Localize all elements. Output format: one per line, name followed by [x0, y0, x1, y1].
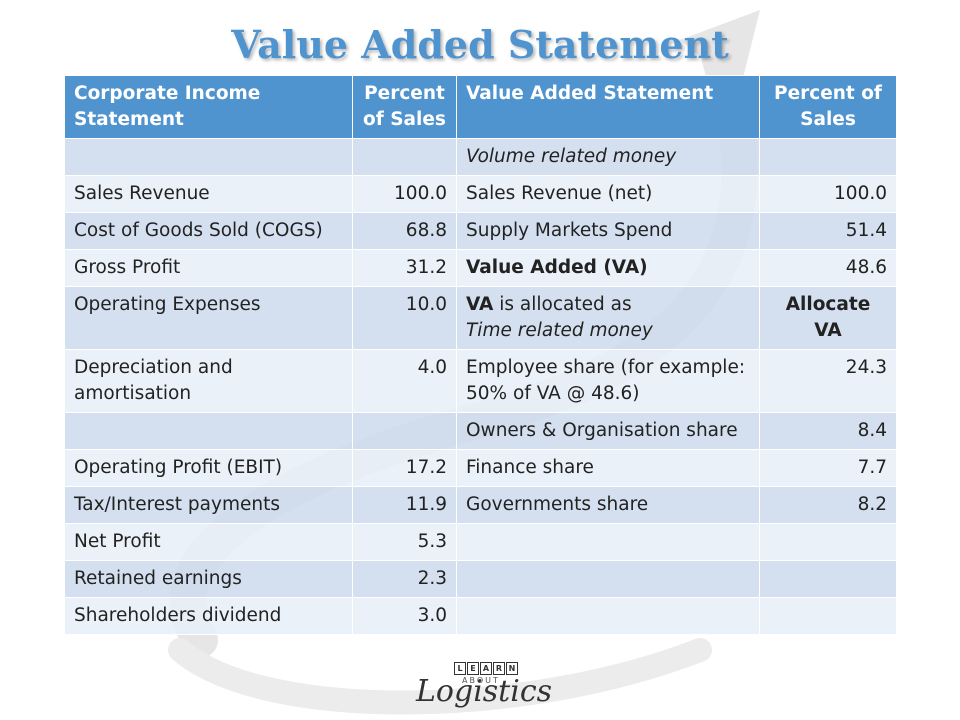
header-value-added: Value Added Statement: [456, 75, 760, 139]
cell-va-percent: 7.7: [759, 449, 897, 487]
cell-income-item: Tax/Interest payments: [64, 486, 353, 524]
cell-va-percent: [759, 597, 897, 635]
cell-income-item: Gross Profit: [64, 249, 353, 287]
logo-letter: L: [454, 662, 466, 675]
cell-va-item: Volume related money: [456, 138, 760, 176]
cell-income-percent: 3.0: [352, 597, 457, 635]
table-row: Operating Expenses 10.0 VA is allocated …: [64, 286, 897, 350]
cell-income-percent: [352, 138, 457, 176]
cell-va-item: [456, 523, 760, 561]
cell-va-item: [456, 597, 760, 635]
cell-income-percent: 10.0: [352, 286, 457, 350]
cell-va-percent: 24.3: [759, 349, 897, 413]
logo-letter: A: [480, 662, 492, 675]
time-related-money-text: Time related money: [466, 320, 653, 341]
table-row: Net Profit 5.3: [64, 523, 897, 561]
cell-income-percent: 100.0: [352, 175, 457, 213]
cell-va-item: Value Added (VA): [456, 249, 760, 287]
cell-va-item: Employee share (for example: 50% of VA @…: [456, 349, 760, 413]
cell-income-percent: 31.2: [352, 249, 457, 287]
cell-va-item: Owners & Organisation share: [456, 412, 760, 450]
header-corporate-income: Corporate Income Statement: [64, 75, 353, 139]
cell-va-percent: 8.2: [759, 486, 897, 524]
cell-va-item: Finance share: [456, 449, 760, 487]
cell-va-item: [456, 560, 760, 598]
logo-letter: N: [506, 662, 518, 675]
logo-letter: R: [493, 662, 505, 675]
logo-letter: E: [467, 662, 479, 675]
table-row: Cost of Goods Sold (COGS) 68.8 Supply Ma…: [64, 212, 897, 250]
cell-va-percent: 8.4: [759, 412, 897, 450]
cell-income-item: Net Profit: [64, 523, 353, 561]
cell-va-percent: [759, 138, 897, 176]
cell-income-item: Shareholders dividend: [64, 597, 353, 635]
cell-va-percent: 48.6: [759, 249, 897, 287]
cell-income-item: Operating Profit (EBIT): [64, 449, 353, 487]
va-bold-label: VA: [466, 294, 494, 315]
cell-income-percent: 17.2: [352, 449, 457, 487]
header-percent-of-sales-1: Percent of Sales: [352, 75, 457, 139]
table-row: Retained earnings 2.3: [64, 560, 897, 598]
cell-income-percent: 2.3: [352, 560, 457, 598]
table-row: Depreciation and amortisation 4.0 Employ…: [64, 349, 897, 413]
cell-va-percent: [759, 560, 897, 598]
logo-script-text: Logistics: [416, 674, 553, 709]
cell-va-item: VA is allocated as Time related money: [456, 286, 760, 350]
cell-va-item: Governments share: [456, 486, 760, 524]
cell-va-percent: 100.0: [759, 175, 897, 213]
header-percent-of-sales-2: Percent of Sales: [759, 75, 897, 139]
cell-income-item: Sales Revenue: [64, 175, 353, 213]
page-title: Value Added Statement: [231, 22, 729, 67]
table-row: Tax/Interest payments 11.9 Governments s…: [64, 486, 897, 524]
table-row: Volume related money: [64, 138, 897, 176]
cell-income-item: Operating Expenses: [64, 286, 353, 350]
cell-income-percent: 5.3: [352, 523, 457, 561]
cell-va-item: Sales Revenue (net): [456, 175, 760, 213]
cell-income-percent: 4.0: [352, 349, 457, 413]
cell-income-percent: 11.9: [352, 486, 457, 524]
table-header-row: Corporate Income Statement Percent of Sa…: [64, 75, 897, 139]
cell-income-item: Cost of Goods Sold (COGS): [64, 212, 353, 250]
cell-income-item: Retained earnings: [64, 560, 353, 598]
cell-income-percent: 68.8: [352, 212, 457, 250]
cell-allocate-va: Allocate VA: [759, 286, 897, 350]
table-row: Operating Profit (EBIT) 17.2 Finance sha…: [64, 449, 897, 487]
table-row: Shareholders dividend 3.0: [64, 597, 897, 635]
cell-va-percent: 51.4: [759, 212, 897, 250]
cell-va-item: Supply Markets Spend: [456, 212, 760, 250]
value-added-table: Corporate Income Statement Percent of Sa…: [64, 75, 897, 635]
cell-income-percent: [352, 412, 457, 450]
table-row: Owners & Organisation share 8.4: [64, 412, 897, 450]
va-allocated-text: is allocated as: [493, 294, 632, 315]
table-row: Sales Revenue 100.0 Sales Revenue (net) …: [64, 175, 897, 213]
table-row: Gross Profit 31.2 Value Added (VA) 48.6: [64, 249, 897, 287]
logo-about-text: ABOUT: [462, 676, 500, 685]
cell-income-item: [64, 138, 353, 176]
cell-va-percent: [759, 523, 897, 561]
cell-income-item: Depreciation and amortisation: [64, 349, 353, 413]
cell-income-item: [64, 412, 353, 450]
